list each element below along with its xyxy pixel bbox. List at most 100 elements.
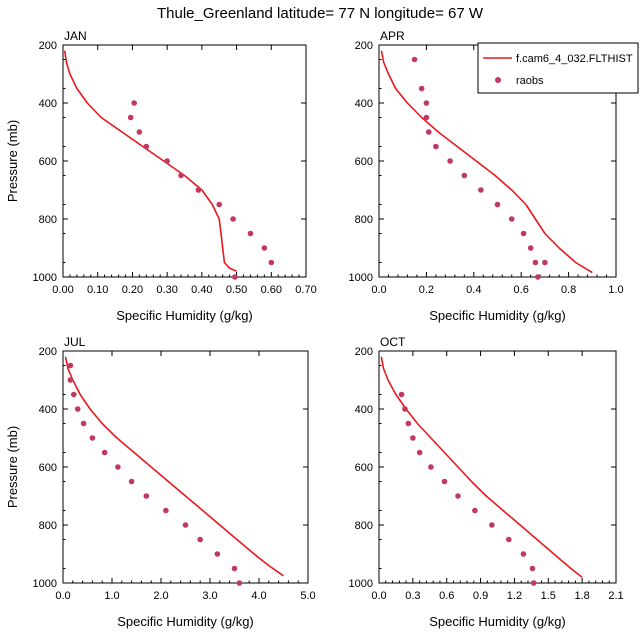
raobs-point xyxy=(532,259,539,266)
model-profile-line xyxy=(380,50,593,274)
raobs-point xyxy=(268,259,275,266)
x-tick-label: 1.5 xyxy=(541,590,556,602)
raobs-point xyxy=(478,187,484,193)
x-tick-label: 0.0 xyxy=(371,590,386,602)
x-tick-label: 0.70 xyxy=(295,284,316,296)
raobs-point xyxy=(423,114,430,121)
panel-jul: JUL 0.0 1.0 2.0 3.0 4.0 5.0 200 400 600 800 1000 Spe… xyxy=(5,335,316,629)
raobs-point xyxy=(508,216,515,222)
panel-label: JAN xyxy=(64,29,87,43)
raobs-point xyxy=(529,565,536,572)
y-tick-label: 800 xyxy=(39,520,57,532)
x-tick-label: 0.0 xyxy=(371,284,386,296)
x-tick-label: 0.00 xyxy=(52,284,73,296)
x-axis-label: Specific Humidity (g/kg) xyxy=(116,308,253,323)
raobs-point xyxy=(195,187,202,193)
raobs-point xyxy=(428,464,434,470)
raobs-point xyxy=(418,85,425,92)
y-axis-label: Pressure (mb) xyxy=(5,426,20,508)
raobs-point xyxy=(441,478,448,485)
legend-dot-swatch xyxy=(495,77,501,83)
raobs-point xyxy=(67,362,74,369)
raobs-point xyxy=(236,580,243,586)
panel-oct: OCT 0.0 0.3 0.6 0.9 1.2 1.5 1.8 2.1 200 400 600 800 1… xyxy=(349,335,624,629)
raobs-point xyxy=(101,449,108,456)
y-tick-label: 1000 xyxy=(349,272,373,284)
x-tick-label: 1.2 xyxy=(507,590,522,602)
raobs-point xyxy=(115,464,121,470)
y-tick-label: 200 xyxy=(355,40,373,52)
raobs-point xyxy=(89,435,96,441)
raobs-point xyxy=(410,435,416,441)
raobs-point xyxy=(247,230,254,237)
raobs-point xyxy=(231,565,238,572)
raobs-point xyxy=(542,259,548,266)
y-tick-label: 800 xyxy=(355,520,373,532)
panel-label: APR xyxy=(380,29,405,43)
x-tick-label: 0.6 xyxy=(514,284,529,296)
plot-frame xyxy=(62,44,307,278)
raobs-point xyxy=(402,406,408,412)
raobs-point xyxy=(405,420,412,427)
y-tick-label: 600 xyxy=(355,462,373,474)
x-tick-label: 0.60 xyxy=(261,284,282,296)
raobs-point xyxy=(425,129,432,135)
raobs-point xyxy=(178,172,184,179)
raobs-point xyxy=(131,100,137,106)
figure-title: Thule_Greenland latitude= 77 N longitude… xyxy=(157,5,484,22)
legend-model-label: f.cam6_4_032.FLTHIST xyxy=(516,53,633,65)
raobs-point xyxy=(143,143,150,150)
y-tick-label: 1000 xyxy=(33,578,57,590)
legend-box xyxy=(477,42,639,94)
x-tick-label: 0.3 xyxy=(405,590,420,602)
model-profile-line xyxy=(63,50,237,272)
raobs-point xyxy=(416,449,423,456)
raobs-point xyxy=(74,406,81,412)
raobs-point xyxy=(455,493,461,499)
y-tick-label: 200 xyxy=(39,346,57,358)
x-tick-label: 3.0 xyxy=(202,590,217,602)
raobs-point xyxy=(520,551,527,557)
x-tick-label: 0.9 xyxy=(473,590,488,602)
raobs-point xyxy=(534,274,541,280)
raobs-point xyxy=(530,580,537,586)
plot-frame xyxy=(62,350,309,584)
y-tick-label: 1000 xyxy=(33,272,57,284)
raobs-point xyxy=(216,201,223,208)
raobs-point xyxy=(70,391,77,398)
x-tick-label: 0.8 xyxy=(561,284,576,296)
y-tick-label: 200 xyxy=(355,346,373,358)
raobs-point xyxy=(80,420,87,427)
y-tick-label: 400 xyxy=(39,404,57,416)
legend-obs-label: raobs xyxy=(516,75,544,87)
panels: JAN 0.00 0.10 0.20 0.30 0.40 0.50 0.60 0.70 200 40… xyxy=(5,29,639,629)
x-tick-label: 5.0 xyxy=(300,590,315,602)
raobs-point xyxy=(489,522,495,528)
panel-label: OCT xyxy=(380,335,406,349)
raobs-point xyxy=(527,245,534,251)
raobs-point xyxy=(261,245,268,251)
raobs-point xyxy=(164,158,170,164)
y-tick-label: 200 xyxy=(39,40,57,52)
y-tick-label: 600 xyxy=(355,156,373,168)
y-tick-label: 1000 xyxy=(349,578,373,590)
x-tick-label: 0.50 xyxy=(226,284,247,296)
panel-jan: JAN 0.00 0.10 0.20 0.30 0.40 0.50 0.60 0.70 200 40… xyxy=(5,29,317,323)
x-tick-label: 2.1 xyxy=(608,590,623,602)
x-tick-label: 2.0 xyxy=(153,590,168,602)
raobs-point xyxy=(520,230,527,237)
raobs-point xyxy=(214,551,221,557)
raobs-point xyxy=(423,100,430,106)
raobs-point xyxy=(411,56,418,63)
x-tick-label: 0.6 xyxy=(439,590,454,602)
raobs-point xyxy=(494,201,501,208)
panel-apr: APR 0.0 0.2 0.4 0.6 0.8 1.0 200 400 600 800 1000 Spe… xyxy=(349,29,639,323)
y-tick-label: 800 xyxy=(355,214,373,226)
y-tick-label: 400 xyxy=(39,98,57,110)
raobs-point xyxy=(447,158,453,164)
y-axis-label: Pressure (mb) xyxy=(5,120,20,202)
x-tick-label: 0.20 xyxy=(122,284,143,296)
raobs-point xyxy=(67,377,74,383)
raobs-point xyxy=(127,114,134,121)
x-axis-label: Specific Humidity (g/kg) xyxy=(117,614,254,629)
